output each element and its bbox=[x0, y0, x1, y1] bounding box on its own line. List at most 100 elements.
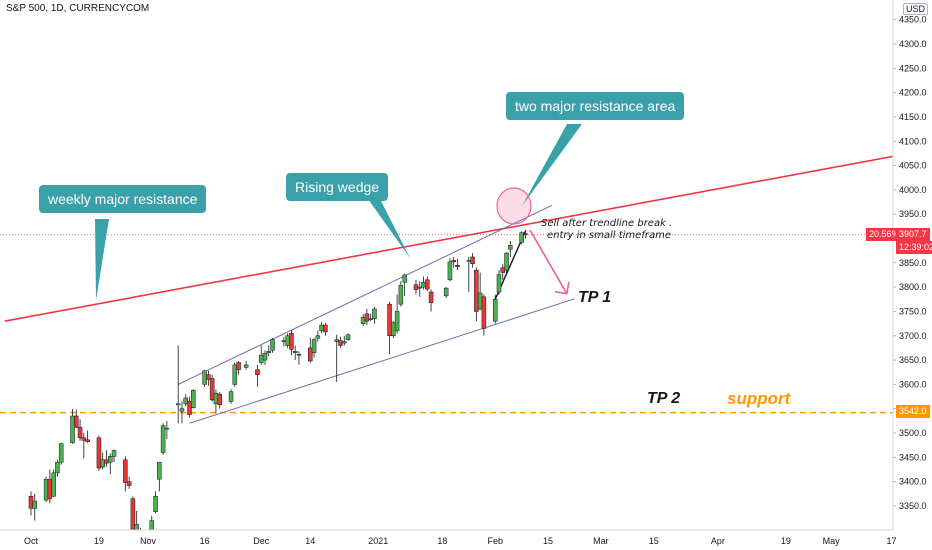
candle-body bbox=[417, 286, 422, 289]
candle bbox=[262, 350, 268, 365]
x-tick-label: Mar bbox=[593, 536, 609, 546]
candle-body bbox=[134, 524, 139, 531]
candle bbox=[364, 309, 370, 326]
candle-body bbox=[319, 324, 324, 332]
candle-body bbox=[111, 450, 117, 457]
candle bbox=[319, 322, 324, 334]
candle bbox=[425, 276, 430, 292]
candle-body bbox=[504, 252, 509, 271]
candle-body bbox=[500, 267, 506, 273]
candle bbox=[81, 433, 87, 459]
candle bbox=[108, 453, 113, 475]
candle-body bbox=[425, 279, 430, 290]
candle-body bbox=[311, 339, 317, 354]
x-tick-label: 2021 bbox=[368, 536, 388, 546]
candle-body bbox=[43, 478, 49, 501]
candle-body bbox=[474, 269, 479, 312]
candle-body bbox=[32, 500, 38, 509]
candle-body bbox=[179, 408, 185, 412]
candle-body bbox=[455, 264, 460, 267]
candle-body bbox=[262, 353, 268, 361]
candle bbox=[308, 337, 313, 363]
x-tick-label: Dec bbox=[253, 536, 270, 546]
drawings bbox=[4, 124, 932, 424]
candle bbox=[323, 323, 328, 336]
candle-body bbox=[315, 335, 321, 339]
candle bbox=[470, 253, 475, 268]
candle bbox=[270, 338, 275, 353]
candle bbox=[477, 272, 483, 311]
x-tick-label: 14 bbox=[305, 536, 315, 546]
candle bbox=[85, 430, 90, 443]
candle bbox=[292, 345, 298, 361]
support-line bbox=[0, 234, 893, 414]
candle bbox=[443, 287, 449, 298]
candle-body bbox=[126, 481, 132, 486]
support-price-label: 3542.0 bbox=[896, 405, 930, 418]
candle bbox=[255, 364, 260, 387]
candle bbox=[236, 361, 241, 375]
candle bbox=[345, 333, 351, 341]
candle bbox=[74, 409, 79, 429]
candle-body bbox=[466, 260, 472, 262]
candle-body bbox=[157, 461, 162, 480]
candle bbox=[209, 374, 215, 402]
candle-body bbox=[292, 351, 298, 354]
percent-change-label: 20.56% bbox=[866, 228, 903, 241]
y-tick-label: 3450.0 bbox=[899, 452, 927, 462]
candle bbox=[285, 333, 290, 348]
x-tick-label: 19 bbox=[94, 536, 104, 546]
x-tick-label: Apr bbox=[711, 536, 725, 546]
candle-body bbox=[387, 303, 392, 336]
candle-body bbox=[447, 261, 453, 281]
time-axis-bg bbox=[0, 530, 932, 550]
candle-body bbox=[191, 389, 196, 408]
candle bbox=[451, 256, 456, 268]
last-price-label: 3907.7 bbox=[896, 228, 930, 241]
y-tick-label: 3750.0 bbox=[899, 306, 927, 316]
candle-body bbox=[217, 393, 222, 406]
candle bbox=[100, 452, 105, 470]
candle bbox=[104, 450, 109, 468]
candle bbox=[342, 335, 347, 346]
candle bbox=[368, 313, 373, 322]
candle bbox=[130, 496, 136, 531]
weekly-resistance-line bbox=[4, 148, 932, 322]
candle-body bbox=[421, 282, 426, 288]
candles bbox=[28, 229, 528, 534]
candle bbox=[466, 256, 472, 292]
candle bbox=[183, 394, 188, 407]
candle bbox=[398, 281, 404, 307]
wedge-upper-line bbox=[177, 204, 553, 385]
candle bbox=[296, 351, 302, 365]
candle-body bbox=[281, 340, 287, 342]
y-tick-label: 4050.0 bbox=[899, 161, 927, 171]
candle bbox=[281, 337, 287, 347]
candle bbox=[51, 469, 56, 498]
candle bbox=[77, 419, 83, 441]
tp1-arrow-shaft bbox=[529, 229, 568, 295]
candle bbox=[43, 476, 49, 503]
weekly-resistance-callout: weekly major resistance bbox=[39, 185, 207, 213]
x-tick-label: 17 bbox=[887, 536, 897, 546]
candle-body bbox=[206, 374, 211, 380]
candle bbox=[187, 396, 192, 418]
candle bbox=[157, 461, 162, 492]
tp1-label: TP 1 bbox=[578, 289, 612, 306]
candle bbox=[213, 389, 219, 414]
countdown-label: 12:39:02 bbox=[896, 241, 932, 254]
candle-body bbox=[428, 291, 434, 303]
x-tick-label: 15 bbox=[543, 536, 553, 546]
candle-body bbox=[508, 245, 513, 250]
candle-body bbox=[123, 459, 128, 483]
candle-body bbox=[51, 472, 56, 497]
candle bbox=[391, 321, 396, 339]
currency-button[interactable]: USD bbox=[903, 3, 929, 15]
candle-body bbox=[160, 425, 166, 453]
candle bbox=[289, 329, 294, 356]
candle bbox=[202, 369, 207, 387]
x-tick-label: 15 bbox=[649, 536, 659, 546]
candle bbox=[266, 345, 272, 357]
